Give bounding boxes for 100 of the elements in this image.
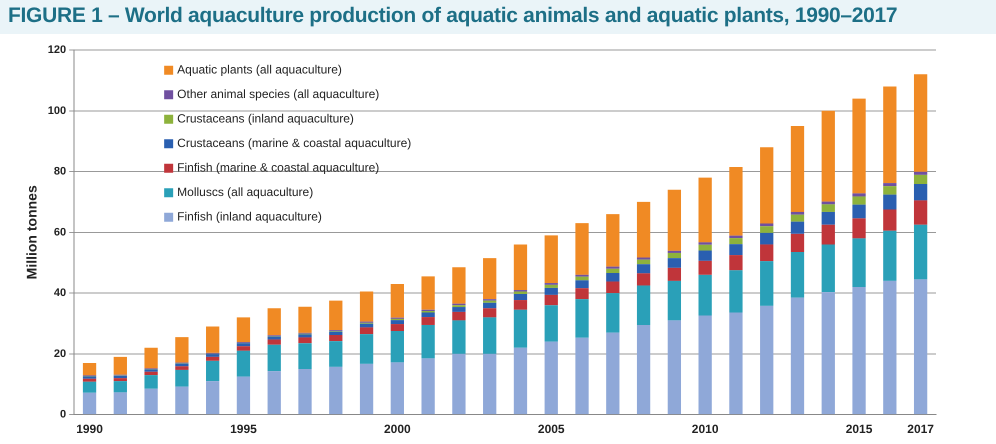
bar	[268, 344, 281, 372]
bar	[544, 288, 558, 295]
bar	[544, 235, 558, 284]
bar	[82, 382, 96, 393]
bar	[668, 280, 682, 320]
bar	[268, 340, 281, 345]
bar	[914, 224, 928, 280]
bar	[729, 166, 743, 236]
bar	[421, 276, 435, 310]
bar	[729, 312, 743, 414]
bar	[82, 378, 96, 382]
bar	[514, 244, 528, 290]
bar	[914, 74, 928, 172]
x-tick-label: 2005	[538, 422, 565, 436]
bar	[236, 376, 250, 414]
bar	[668, 190, 682, 251]
bar	[514, 300, 528, 310]
legend-label: Finfish (inland aquaculture)	[177, 210, 322, 224]
bar	[544, 284, 558, 288]
bar	[298, 343, 312, 370]
bar	[114, 392, 127, 414]
bar	[236, 346, 250, 351]
bar	[206, 381, 220, 414]
bar	[421, 324, 435, 358]
bar	[329, 366, 342, 414]
bar	[575, 280, 589, 288]
bar	[883, 280, 896, 414]
bar	[483, 302, 496, 308]
bar	[883, 186, 896, 195]
bar	[329, 332, 342, 335]
bar	[822, 292, 835, 414]
bar	[698, 244, 712, 251]
bar	[483, 354, 496, 414]
bar	[360, 292, 374, 322]
bar	[606, 282, 620, 294]
bar	[852, 98, 866, 194]
bar	[575, 276, 589, 280]
bar	[452, 312, 466, 320]
legend-label: Molluscs (all aquaculture)	[177, 185, 314, 200]
bar	[206, 360, 220, 382]
bar	[452, 267, 466, 304]
bar	[483, 258, 496, 300]
bar	[636, 260, 650, 264]
bar	[114, 381, 127, 392]
bar	[729, 255, 743, 270]
bar	[790, 234, 804, 252]
bar	[883, 194, 896, 210]
bar	[636, 285, 650, 325]
legend-label: Other animal species (all aquaculture)	[177, 87, 380, 102]
bar	[421, 317, 435, 325]
bar	[698, 250, 712, 261]
bar	[636, 273, 650, 286]
y-tick-label: 100	[48, 104, 66, 117]
bar	[236, 343, 250, 346]
bar	[729, 238, 743, 244]
bar	[760, 147, 774, 224]
bar	[298, 369, 312, 414]
bar	[914, 174, 928, 184]
bar	[914, 200, 928, 225]
bar	[636, 264, 650, 274]
bar	[760, 261, 774, 306]
bar	[698, 274, 712, 316]
bar	[822, 204, 835, 212]
bar	[236, 350, 250, 377]
x-tick-label: 2010	[692, 422, 719, 436]
legend-label: Crustaceans (marine & coastal aquaculture)	[177, 136, 412, 150]
bar	[852, 204, 866, 218]
bar	[698, 242, 712, 245]
bar	[175, 366, 189, 370]
bar	[175, 337, 189, 363]
bar	[206, 356, 220, 361]
bar	[729, 244, 743, 256]
bar	[606, 293, 620, 333]
bar	[822, 244, 835, 292]
legend-label: Crustaceans (inland aquaculture)	[177, 112, 354, 126]
bar	[575, 223, 589, 275]
bar	[298, 337, 312, 344]
bar	[144, 348, 158, 368]
y-tick-label: 20	[54, 348, 66, 360]
bar	[729, 270, 743, 313]
bar	[390, 284, 404, 318]
bar	[852, 193, 866, 196]
bar	[452, 354, 466, 414]
y-tick-label: 120	[48, 44, 66, 56]
bar	[760, 226, 774, 233]
bar	[575, 299, 589, 338]
bar	[390, 331, 404, 362]
bar	[790, 222, 804, 234]
bar	[790, 212, 804, 215]
bar	[636, 202, 650, 258]
bar	[144, 372, 158, 376]
x-tick-label: 1990	[76, 422, 104, 436]
bar	[606, 268, 620, 274]
bar	[144, 388, 158, 414]
bar	[698, 178, 712, 242]
bar	[268, 371, 281, 414]
bar	[144, 375, 158, 389]
bar	[298, 334, 312, 338]
bar	[668, 258, 682, 268]
y-axis-title: Million tonnes	[23, 185, 40, 280]
